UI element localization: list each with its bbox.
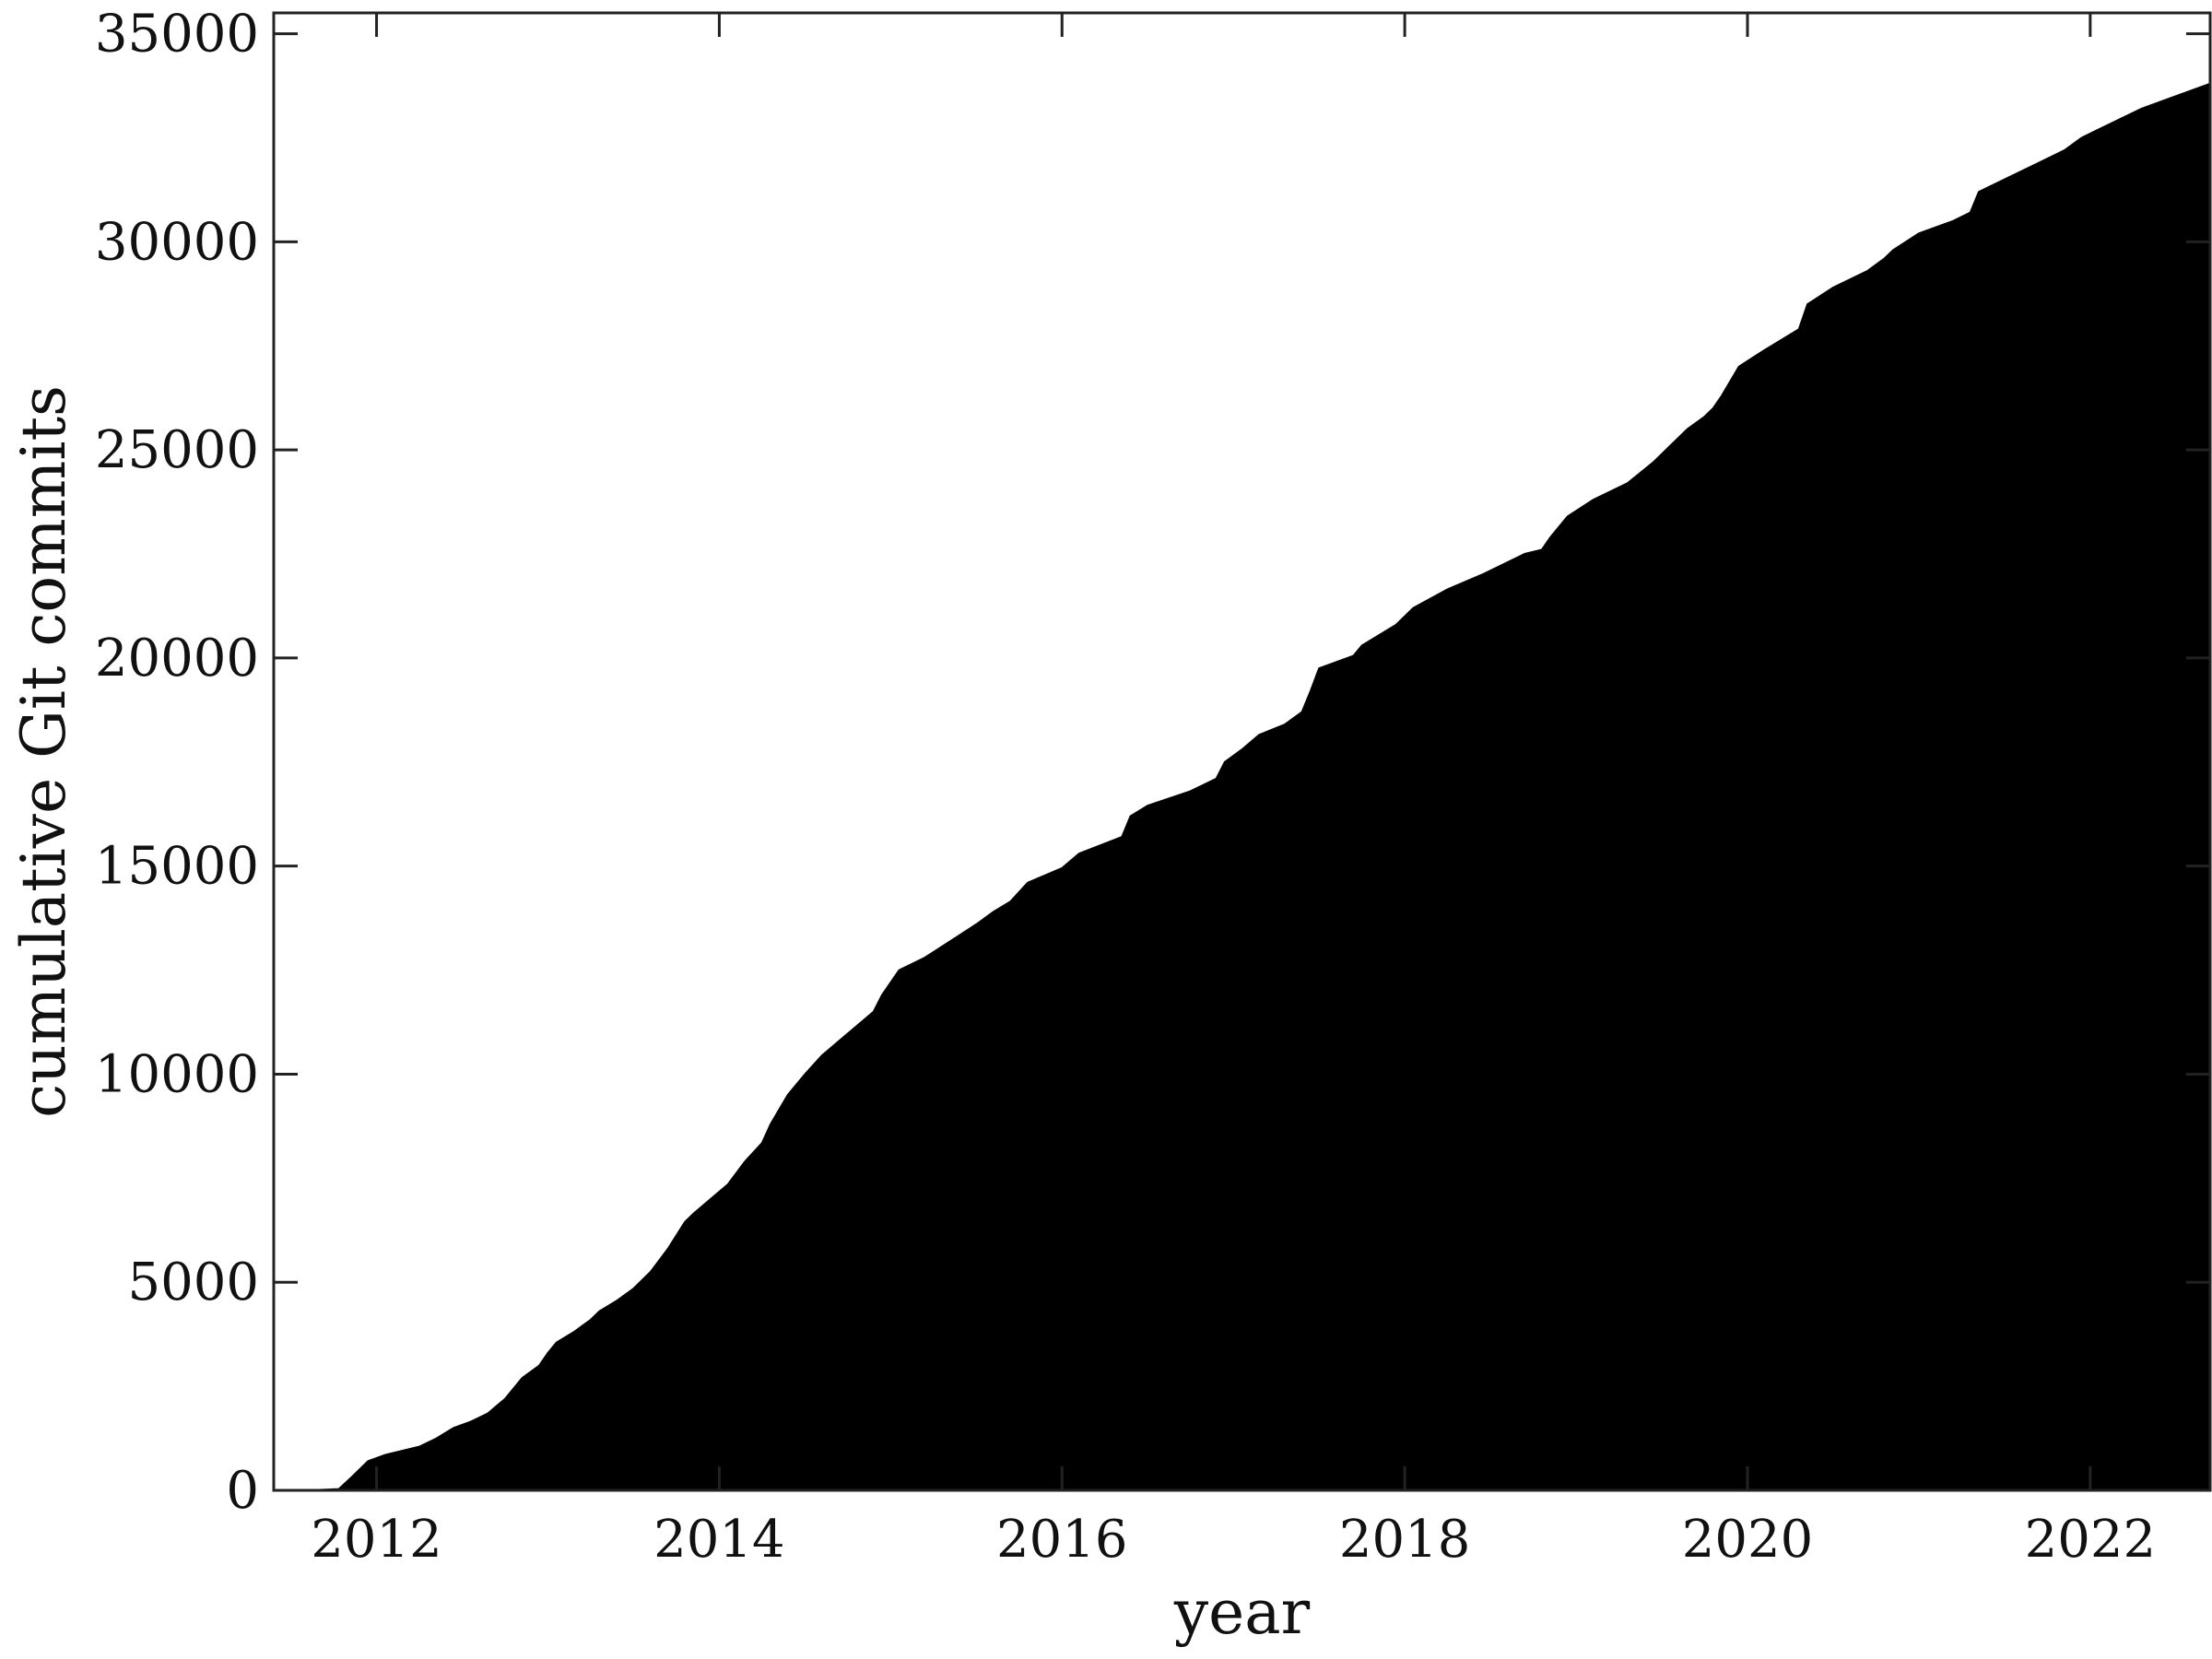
y-tick-label: 25000 <box>95 420 259 480</box>
y-tick-label: 20000 <box>95 629 259 688</box>
y-tick-label: 0 <box>226 1461 259 1521</box>
x-tick-label: 2018 <box>1339 1510 1471 1570</box>
labels-layer: 2012 2014 2016 2018 2020 2022 0 5000 10000 15000 2… <box>95 5 2156 1570</box>
plot-frame <box>272 11 2212 1492</box>
area-layer <box>308 82 2211 1491</box>
x-tick-label: 2014 <box>653 1510 785 1570</box>
x-tick-label: 2020 <box>1682 1510 1814 1570</box>
x-tick-label: 2012 <box>311 1510 442 1570</box>
y-tick-label: 35000 <box>95 5 259 65</box>
x-tick-label: 2022 <box>2025 1510 2157 1570</box>
x-tick-label: 2016 <box>996 1510 1128 1570</box>
y-tick-label: 10000 <box>95 1044 259 1104</box>
y-tick-label: 15000 <box>95 837 259 897</box>
y-tick-label: 5000 <box>127 1253 259 1312</box>
commits-area <box>308 82 2211 1491</box>
y-axis-label: cumulative Git commits <box>8 385 79 1118</box>
x-axis-label: year <box>1173 1577 1311 1648</box>
y-tick-label: 30000 <box>95 212 259 272</box>
